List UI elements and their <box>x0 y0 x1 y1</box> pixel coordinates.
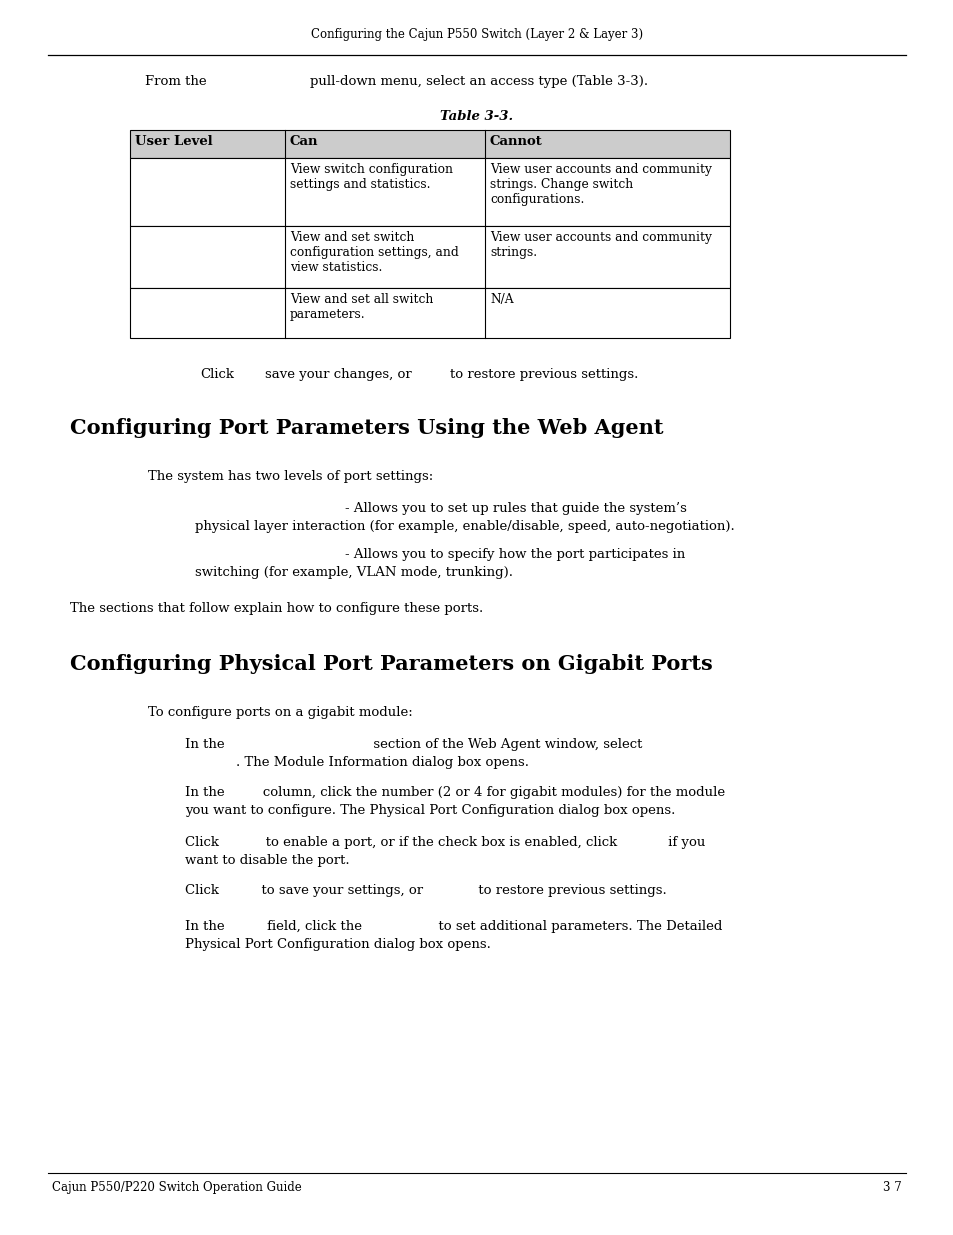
Text: you want to configure. The Physical Port Configuration dialog box opens.: you want to configure. The Physical Port… <box>185 804 675 818</box>
Text: Configuring Physical Port Parameters on Gigabit Ports: Configuring Physical Port Parameters on … <box>70 655 712 674</box>
Text: In the          field, click the                  to set additional parameters. : In the field, click the to set additiona… <box>185 920 721 932</box>
Text: physical layer interaction (for example, enable/disable, speed, auto-negotiation: physical layer interaction (for example,… <box>194 520 734 534</box>
Text: The system has two levels of port settings:: The system has two levels of port settin… <box>148 471 433 483</box>
Text: save your changes, or: save your changes, or <box>265 368 412 382</box>
Text: View user accounts and community
strings. Change switch
configurations.: View user accounts and community strings… <box>490 163 711 206</box>
Text: - Allows you to set up rules that guide the system’s: - Allows you to set up rules that guide … <box>345 501 686 515</box>
Text: Cannot: Cannot <box>490 135 542 148</box>
Bar <box>130 226 729 288</box>
Text: In the         column, click the number (2 or 4 for gigabit modules) for the mod: In the column, click the number (2 or 4 … <box>185 785 724 799</box>
Text: Cajun P550/P220 Switch Operation Guide: Cajun P550/P220 Switch Operation Guide <box>52 1181 301 1194</box>
Text: pull-down menu, select an access type (Table 3-3).: pull-down menu, select an access type (T… <box>310 75 647 88</box>
Text: From the: From the <box>145 75 207 88</box>
Text: Can: Can <box>290 135 318 148</box>
Bar <box>130 288 729 338</box>
Text: switching (for example, VLAN mode, trunking).: switching (for example, VLAN mode, trunk… <box>194 566 513 579</box>
Text: to restore previous settings.: to restore previous settings. <box>450 368 638 382</box>
Text: Physical Port Configuration dialog box opens.: Physical Port Configuration dialog box o… <box>185 939 491 951</box>
Text: - Allows you to specify how the port participates in: - Allows you to specify how the port par… <box>345 548 684 561</box>
Text: Table 3-3.: Table 3-3. <box>440 110 513 124</box>
Bar <box>130 130 729 158</box>
Text: View user accounts and community
strings.: View user accounts and community strings… <box>490 231 711 259</box>
Text: N/A: N/A <box>490 293 513 306</box>
Text: Click: Click <box>200 368 233 382</box>
Text: To configure ports on a gigabit module:: To configure ports on a gigabit module: <box>148 706 413 719</box>
Text: View switch configuration
settings and statistics.: View switch configuration settings and s… <box>290 163 453 191</box>
Text: The sections that follow explain how to configure these ports.: The sections that follow explain how to … <box>70 601 483 615</box>
Text: Configuring the Cajun P550 Switch (Layer 2 & Layer 3): Configuring the Cajun P550 Switch (Layer… <box>311 28 642 41</box>
Text: . The Module Information dialog box opens.: . The Module Information dialog box open… <box>185 756 529 769</box>
Bar <box>130 158 729 226</box>
Text: View and set switch
configuration settings, and
view statistics.: View and set switch configuration settin… <box>290 231 458 274</box>
Text: In the                                   section of the Web Agent window, select: In the section of the Web Agent window, … <box>185 739 641 751</box>
Text: Click           to enable a port, or if the check box is enabled, click         : Click to enable a port, or if the check … <box>185 836 704 848</box>
Text: User Level: User Level <box>135 135 213 148</box>
Text: want to disable the port.: want to disable the port. <box>185 853 349 867</box>
Text: 3 7: 3 7 <box>882 1181 901 1194</box>
Text: Configuring Port Parameters Using the Web Agent: Configuring Port Parameters Using the We… <box>70 417 662 438</box>
Text: Click          to save your settings, or             to restore previous setting: Click to save your settings, or to resto… <box>185 884 666 897</box>
Text: View and set all switch
parameters.: View and set all switch parameters. <box>290 293 433 321</box>
